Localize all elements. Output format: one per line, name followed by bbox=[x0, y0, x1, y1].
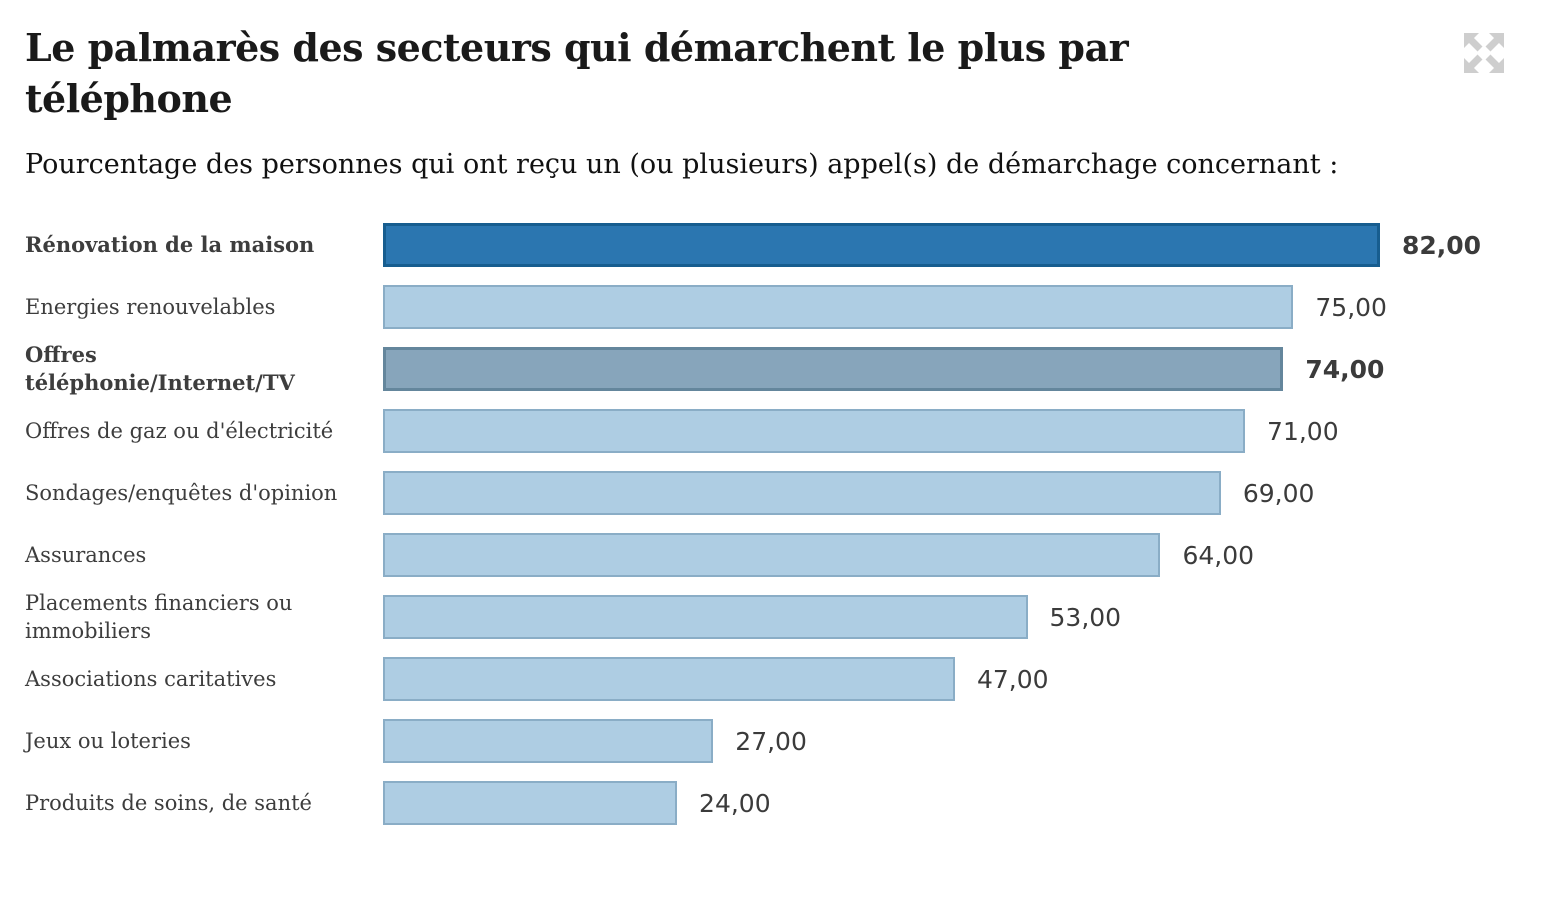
chart-row: Associations caritatives 47,00 bbox=[25, 648, 1529, 710]
fullscreen-expand-icon bbox=[1464, 33, 1504, 73]
bar[interactable] bbox=[383, 285, 1294, 329]
category-label: Jeux ou loteries bbox=[25, 729, 191, 753]
value-label: 75,00 bbox=[1315, 292, 1387, 322]
chart-subtitle: Pourcentage des personnes qui ont reçu u… bbox=[25, 149, 1339, 180]
bar[interactable] bbox=[383, 223, 1380, 267]
value-label: 82,00 bbox=[1402, 230, 1482, 260]
bar[interactable] bbox=[383, 471, 1221, 515]
value-label: 47,00 bbox=[977, 664, 1049, 694]
bar[interactable] bbox=[383, 533, 1161, 577]
chart-row: Energies renouvelables 75,00 bbox=[25, 276, 1529, 338]
bar[interactable] bbox=[383, 347, 1284, 391]
category-label: Offres de gaz ou d'électricité bbox=[25, 419, 334, 443]
chart-row: Produits de soins, de santé 24,00 bbox=[25, 772, 1529, 834]
bar-track: 74,00 bbox=[383, 338, 1529, 400]
chart-header: Le palmarès des secteurs qui démarchent … bbox=[25, 0, 1529, 124]
bar-track: 24,00 bbox=[383, 772, 1529, 834]
page-title: Le palmarès des secteurs qui démarchent … bbox=[25, 25, 1129, 121]
chart-row: Sondages/enquêtes d'opinion 69,00 bbox=[25, 462, 1529, 524]
value-label: 64,00 bbox=[1182, 540, 1255, 570]
chart-row: Offres de gaz ou d'électricité 71,00 bbox=[25, 400, 1529, 462]
chart-row: Rénovation de la maison 82,00 bbox=[25, 214, 1529, 276]
bar-track: 27,00 bbox=[383, 710, 1529, 772]
bar-track: 53,00 bbox=[383, 586, 1529, 648]
value-label: 53,00 bbox=[1049, 602, 1122, 632]
category-label: Sondages/enquêtes d'opinion bbox=[25, 481, 338, 505]
category-label: Placements financiers ou immobiliers bbox=[25, 591, 293, 643]
bar-track: 75,00 bbox=[383, 276, 1529, 338]
fullscreen-expand-button[interactable] bbox=[1457, 26, 1511, 80]
bar-track: 82,00 bbox=[383, 214, 1529, 276]
value-label: 71,00 bbox=[1267, 416, 1339, 446]
chart-row: Placements financiers ou immobiliers 53,… bbox=[25, 586, 1529, 648]
category-label: Rénovation de la maison bbox=[25, 232, 315, 257]
chart-row: Assurances 64,00 bbox=[25, 524, 1529, 586]
bar[interactable] bbox=[383, 595, 1028, 639]
bar[interactable] bbox=[383, 657, 955, 701]
chart-row: Jeux ou loteries 27,00 bbox=[25, 710, 1529, 772]
category-label: Associations caritatives bbox=[25, 667, 277, 691]
bar-track: 71,00 bbox=[383, 400, 1529, 462]
bar-chart: Rénovation de la maison 82,00 Energies r… bbox=[25, 214, 1529, 834]
bar[interactable] bbox=[383, 719, 714, 763]
bar[interactable] bbox=[383, 409, 1246, 453]
chart-row: Offres téléphonie/Internet/TV 74,00 bbox=[25, 338, 1529, 400]
value-label: 27,00 bbox=[735, 726, 807, 756]
bar-track: 47,00 bbox=[383, 648, 1529, 710]
value-label: 24,00 bbox=[699, 788, 771, 818]
category-label: Energies renouvelables bbox=[25, 295, 276, 319]
bar[interactable] bbox=[383, 781, 678, 825]
bar-track: 64,00 bbox=[383, 524, 1529, 586]
value-label: 69,00 bbox=[1242, 478, 1315, 508]
value-label: 74,00 bbox=[1305, 354, 1385, 384]
bar-track: 69,00 bbox=[383, 462, 1529, 524]
category-label: Offres téléphonie/Internet/TV bbox=[25, 342, 295, 395]
category-label: Produits de soins, de santé bbox=[25, 791, 312, 815]
category-label: Assurances bbox=[25, 543, 147, 567]
